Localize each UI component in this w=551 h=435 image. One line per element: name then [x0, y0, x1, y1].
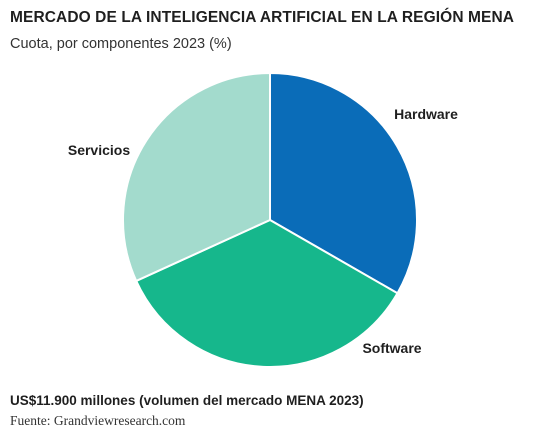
chart-subtitle: Cuota, por componentes 2023 (%) — [10, 36, 232, 52]
slice-label-software: Software — [362, 340, 421, 356]
slice-label-servicios: Servicios — [68, 142, 130, 158]
pie-slice-servicios — [122, 71, 271, 283]
pie-slice-software — [134, 218, 399, 368]
chart-title: MERCADO DE LA INTELIGENCIA ARTIFICIAL EN… — [10, 9, 515, 26]
slice-label-hardware: Hardware — [394, 106, 458, 122]
source-note: Fuente: Grandviewresearch.com — [10, 413, 186, 428]
pie-chart: Hardware Software Servicios — [68, 71, 458, 368]
pie-slice-hardware — [269, 71, 418, 295]
market-size-note: US$11.900 millones (volumen del mercado … — [10, 393, 364, 408]
